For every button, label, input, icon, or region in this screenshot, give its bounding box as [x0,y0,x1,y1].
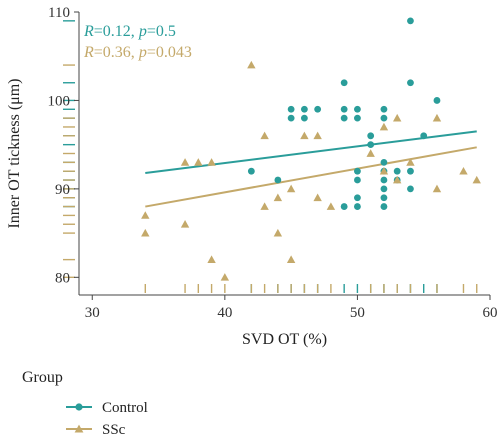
ssc-p-value: =0.043 [147,44,192,61]
control-point [433,97,441,104]
control-r-value: =0.12, [94,23,139,40]
ssc-point [260,202,269,210]
control-point [354,114,361,122]
control-point [300,105,308,113]
y-rug [63,20,75,279]
x-tick-label: 40 [217,305,232,321]
legend: Group Control SSc [22,369,148,438]
ssc-point [459,166,468,175]
control-point [287,114,295,122]
ssc-point [194,158,203,166]
x-tick-label: 30 [85,305,100,321]
control-point [380,114,388,122]
control-point [354,176,361,184]
y-axis-title: Inner OT tickness (μm) [6,78,23,228]
control-point [354,194,361,202]
control-point [407,185,414,193]
control-point [380,203,388,210]
ssc-point [392,175,402,184]
control-point [354,167,361,175]
control-point [287,105,295,113]
x-axis-title: SVD OT (%) [242,331,327,348]
control-point [314,105,322,113]
ssc-p-label: p [138,44,147,61]
control-point [407,79,414,87]
ssc-stat-annotation: R=0.36, p=0.043 [83,44,192,61]
control-point [420,132,428,140]
ssc-point [286,255,296,263]
x-tick-label: 60 [483,305,498,321]
ssc-point [286,184,296,193]
ssc-point [472,175,481,184]
control-point [340,203,348,210]
control-point [367,141,375,149]
ssc-point [392,113,402,122]
ssc-r-label: R [83,44,94,61]
control-point [354,203,361,210]
ssc-point [379,122,389,131]
control-point [354,105,361,113]
ssc-point [379,166,389,175]
legend-label-control: Control [102,400,148,416]
ssc-point [300,131,309,140]
control-legend-marker [75,403,83,411]
legend-title: Group [22,369,63,386]
ssc-point [141,211,150,219]
ssc-point [432,184,442,193]
ssc-regression-line [145,146,477,208]
legend-label-ssc: SSc [102,422,126,438]
control-stat-annotation: R=0.12, p=0.5 [83,23,176,40]
y-tick-label: 80 [55,270,70,286]
ssc-point [247,60,256,69]
control-point [380,185,388,193]
control-p-label: p [138,23,147,40]
control-point [300,114,308,122]
control-point [340,79,348,87]
ssc-point [180,158,190,166]
y-tick-label: 110 [48,5,70,21]
ssc-point [260,131,269,140]
ssc-point [180,220,190,228]
control-point [393,167,401,175]
control-point [274,176,282,184]
ssc-point [273,228,283,237]
control-point [380,158,388,166]
control-point [407,17,414,25]
ssc-r-value: =0.36, [94,44,139,61]
ssc-point [207,158,216,166]
control-point [340,105,348,113]
control-regression-line [145,130,477,174]
ssc-point [366,149,375,157]
legend-items [66,403,92,433]
control-point [367,132,375,140]
control-point [247,167,255,175]
ssc-point [207,255,216,263]
control-point [380,176,388,184]
ssc-point [406,158,415,166]
regression-lines [145,130,477,208]
x-tick-label: 50 [350,305,365,321]
ssc-legend-marker [74,424,84,433]
tick-labels: 30 40 50 60 80 90 100 110 [48,5,498,321]
ssc-point [141,228,150,237]
ssc-point [220,273,230,281]
control-point [407,167,414,175]
ssc-point [313,193,322,202]
y-tick-label: 100 [48,93,71,109]
ssc-point [313,131,322,140]
data-points [141,17,481,281]
axes [74,11,491,300]
ssc-point [273,193,283,202]
control-point [380,105,388,113]
control-p-value: =0.5 [147,23,176,40]
x-rug [144,284,478,293]
control-r-label: R [83,23,94,40]
ssc-point [326,202,336,210]
control-point [340,114,348,122]
y-tick-label: 90 [55,182,70,198]
ssc-point [432,113,442,122]
control-point [380,194,388,202]
